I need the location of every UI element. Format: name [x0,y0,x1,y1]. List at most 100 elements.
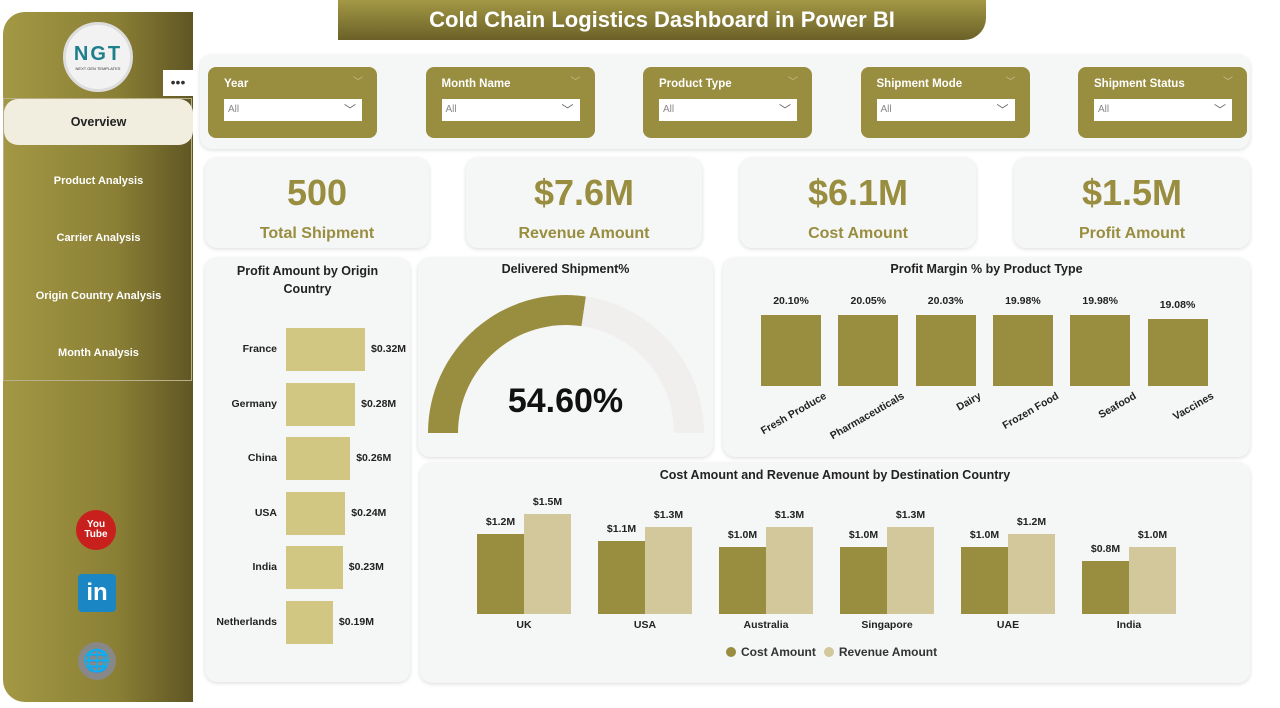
category-label: Netherlands [216,615,277,628]
globe-icon[interactable]: 🌐 [78,642,116,680]
slicer-dropdown[interactable]: All ﹀ [224,99,362,121]
data-label: $1.3M [895,509,926,522]
category-label: USA [254,506,277,519]
bar [286,328,366,371]
category-label: China [247,452,277,464]
logo-text: NGT [73,43,123,65]
chevron-down-icon[interactable]: ﹀ [1005,77,1016,88]
data-label: $1.1M [606,522,637,535]
category-label: France [242,343,277,355]
slicer-value: All [663,104,675,115]
bar-cost [840,547,887,614]
kpi-card-revenue-amount: $7.6M Revenue Amount [466,158,702,248]
data-label: $1.0M [969,529,1000,542]
slicer-dropdown[interactable]: All ﹀ [659,99,797,121]
profit-margin-chart: Profit Margin % by Product Type 20.10% Fr… [723,258,1250,457]
slicer-dropdown[interactable]: All ﹀ [441,99,580,121]
chevron-down-icon[interactable]: ﹀ [788,77,798,88]
data-label: $0.8M [1090,542,1121,555]
legend-label-revenue: Revenue Amount [838,645,938,659]
category-label: UK [516,619,532,631]
kpi-value: $6.1M [807,172,909,213]
slicer-label: Year [224,78,249,90]
bar [1070,315,1131,386]
slicer-label: Product Type [659,78,732,90]
bar-cost [598,540,645,614]
data-label: $0.26M [356,452,392,464]
data-label: 20.10% [773,295,809,307]
kpi-label: Cost Amount [808,225,908,242]
data-label: 20.05% [850,295,887,308]
category-label: Germany [231,397,277,410]
data-label: $1.0M [848,529,879,542]
category-label: UAE [996,619,1020,631]
data-label: $0.19M [338,615,374,628]
slicer-month-name[interactable]: Month Name ﹀ All ﹀ [425,67,595,138]
logo: NGT NEXT GEN TEMPLATES [63,22,133,92]
bar-revenue [645,527,692,614]
data-label: $0.32M [371,343,407,355]
youtube-icon[interactable]: You Tube [76,510,116,550]
category-label: India [1116,619,1142,631]
legend-swatch-revenue [823,647,834,657]
slicer-label: Shipment Mode [876,78,963,90]
sidebar-item-carrier-analysis[interactable]: Carrier Analysis [56,232,141,244]
legend-label-cost: Cost Amount [741,645,816,659]
sidebar-item-origin-country-analysis[interactable]: Origin Country Analysis [35,290,162,302]
category-label: Pharmaceuticals [828,390,907,443]
kpi-value: $1.5M [1081,172,1183,213]
category-label: Singapore [861,619,913,631]
gauge-remaining [581,296,704,433]
kpi-card-profit-amount: $1.5M Profit Amount [1014,158,1250,248]
chart-title: Cost Amount and Revenue Amount by Destin… [659,468,1011,482]
sidebar-item-overview[interactable]: Overview [4,99,193,145]
data-label: $0.24M [351,506,387,519]
more-options-button[interactable]: ••• [163,70,193,96]
nav-menu: Overview Product Analysis Carrier Analys… [3,98,193,381]
bar-revenue [887,527,934,614]
data-label: $1.0M [727,529,758,542]
bar [992,315,1053,386]
linkedin-icon[interactable]: in [78,574,116,612]
slicer-dropdown[interactable]: All ﹀ [1094,99,1232,121]
chevron-down-icon[interactable]: ﹀ [353,77,363,88]
profit-by-origin-chart: Profit Amount by Origin Country France $0… [205,258,410,682]
chevron-down-icon[interactable]: ﹀ [570,77,581,88]
slicer-shipment-mode[interactable]: Shipment Mode ﹀ All ﹀ [860,67,1030,138]
slicer-value: All [1098,104,1110,115]
category-label: India [252,561,277,573]
sidebar-item-month-analysis[interactable]: Month Analysis [58,347,139,359]
chevron-down-icon: ﹀ [778,103,791,117]
slicer-value: All [228,104,240,115]
slicer-shipment-status[interactable]: Shipment Status ﹀ All ﹀ [1078,67,1247,138]
chevron-down-icon[interactable]: ﹀ [1223,77,1233,88]
chevron-down-icon: ﹀ [343,103,356,117]
data-label: $1.3M [653,509,684,522]
data-label: 19.08% [1159,298,1196,311]
bar-cost [477,533,524,614]
slicer-label: Month Name [441,78,511,90]
slicer-year[interactable]: Year ﹀ All ﹀ [208,67,377,138]
bar [286,600,333,644]
cost-revenue-chart: Cost Amount and Revenue Amount by Destin… [420,463,1250,683]
slicer-product-type[interactable]: Product Type ﹀ All ﹀ [643,67,812,138]
slicer-dropdown[interactable]: All ﹀ [876,99,1015,121]
category-label: Frozen Food [1000,390,1061,432]
kpi-label: Revenue Amount [518,225,650,242]
bar-cost [719,547,766,614]
chevron-down-icon: ﹀ [561,103,574,117]
bar [761,315,821,386]
bar-revenue [766,527,813,614]
data-label: $1.0M [1137,529,1168,542]
category-label: Fresh Produce [759,390,829,438]
kpi-card-total-shipment: 500 Total Shipment [205,158,429,248]
bar [1147,318,1208,386]
data-label: $1.3M [774,509,805,522]
sidebar-item-product-analysis[interactable]: Product Analysis [53,175,144,187]
kpi-card-cost-amount: $6.1M Cost Amount [740,158,976,248]
chart-title: Profit Amount by Origin Country [236,264,379,296]
category-label: Dairy [954,390,984,414]
logo-subtext: NEXT GEN TEMPLATES [75,66,121,71]
category-label: USA [633,619,657,631]
kpi-value: $7.6M [533,172,635,213]
